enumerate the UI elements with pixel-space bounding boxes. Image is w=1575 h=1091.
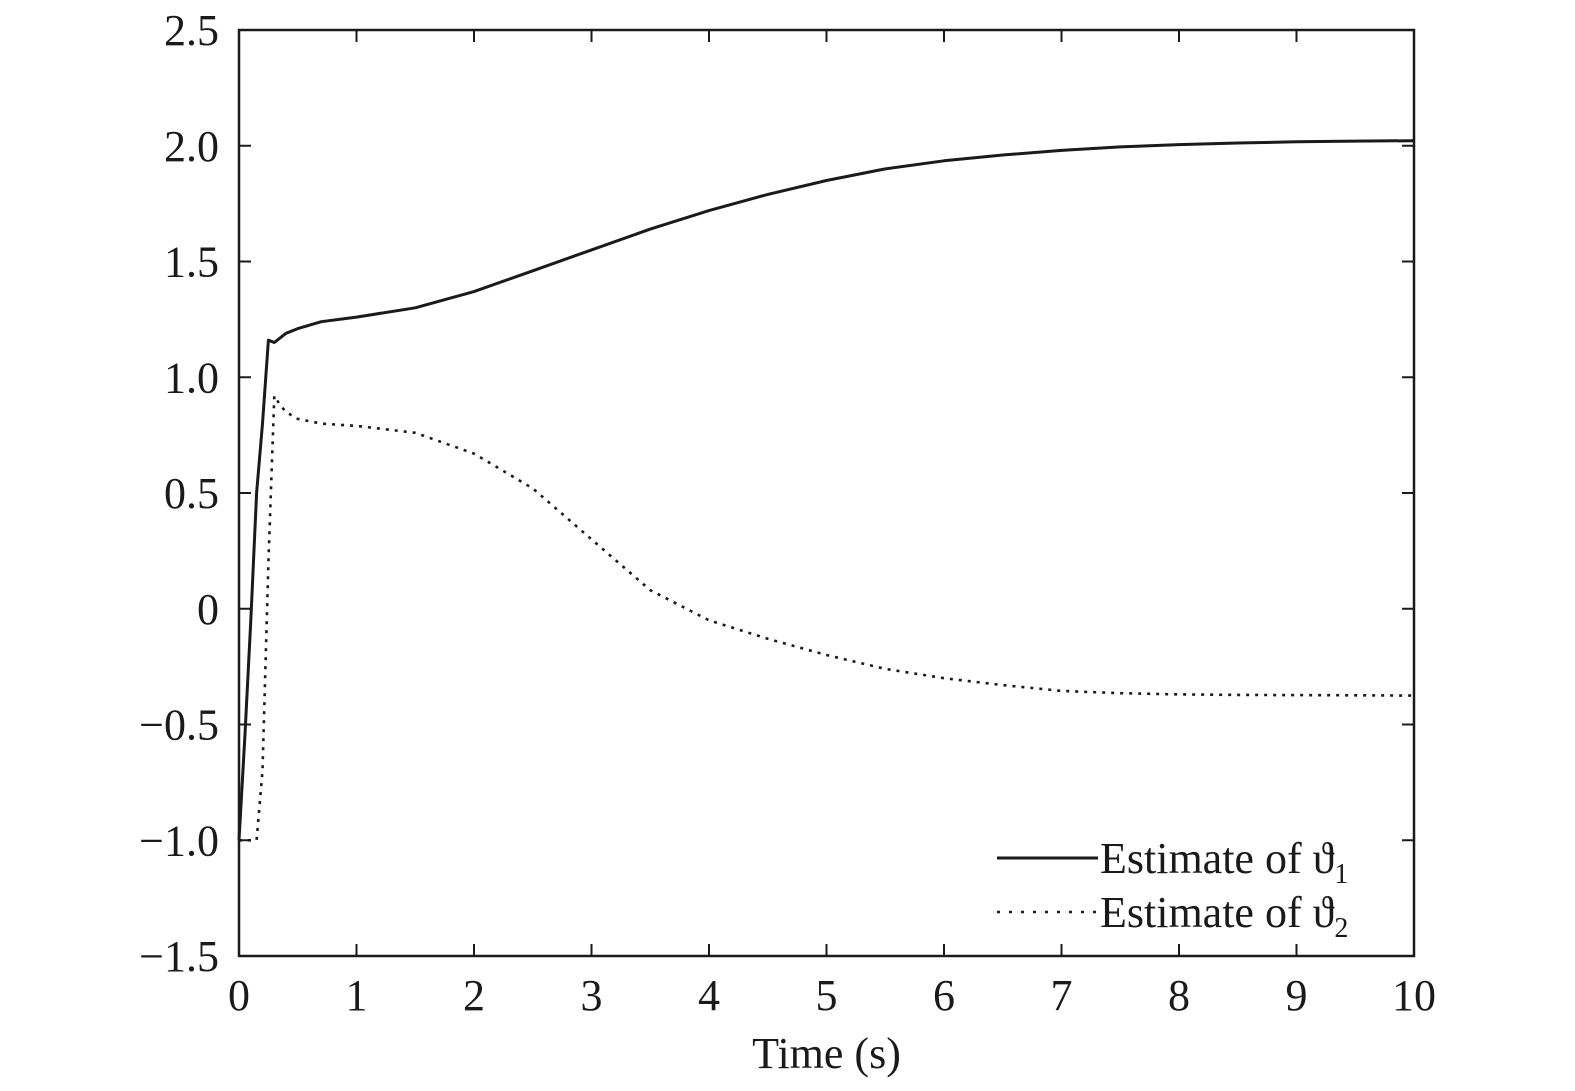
plot-frame [237, 28, 1416, 958]
x-tick-label: 0 [228, 971, 250, 1020]
x-tick-label: 5 [816, 971, 838, 1020]
y-tick-label: −1.0 [139, 816, 219, 865]
legend-label-text: Estimate of ϑ [1100, 834, 1335, 883]
series-line-1 [237, 139, 1415, 841]
legend-label-1: Estimate of ϑ1 [1100, 834, 1348, 890]
legend-label-2: Estimate of ϑ2 [1100, 888, 1348, 944]
x-axis-title: Time (s) [752, 1029, 901, 1078]
y-tick-label: 1.0 [164, 353, 219, 402]
x-tick-label: 10 [1392, 971, 1436, 1020]
x-tick-label: 4 [698, 971, 720, 1020]
y-axis: −1.5 −1.0 −0.5 0 0.5 1.0 1.5 2.0 2.5 [139, 6, 1414, 981]
legend-label-subscript: 2 [1334, 913, 1348, 944]
x-tick-label: 7 [1051, 971, 1073, 1020]
x-axis: 0 1 2 3 4 5 6 7 8 9 10 [228, 30, 1436, 1020]
x-tick-label: 3 [581, 971, 603, 1020]
x-tick-label: 1 [346, 971, 368, 1020]
legend-label-subscript: 1 [1334, 859, 1348, 890]
x-tick-label: 6 [933, 971, 955, 1020]
y-tick-label: 0 [197, 585, 219, 634]
y-tick-label: 2.5 [164, 6, 219, 55]
y-tick-label: −0.5 [139, 701, 219, 750]
y-tick-label: 1.5 [164, 238, 219, 287]
series-layer [237, 139, 1415, 842]
y-tick-label: −1.5 [139, 932, 219, 981]
x-tick-label: 9 [1286, 971, 1308, 1020]
y-tick-label: 0.5 [164, 469, 219, 518]
x-tick-label: 8 [1168, 971, 1190, 1020]
legend-label-text: Estimate of ϑ [1100, 888, 1335, 937]
plot-area [237, 28, 1416, 958]
y-tick-label: 2.0 [164, 122, 219, 171]
x-tick-label: 2 [463, 971, 485, 1020]
series-line-2 [239, 394, 1415, 842]
